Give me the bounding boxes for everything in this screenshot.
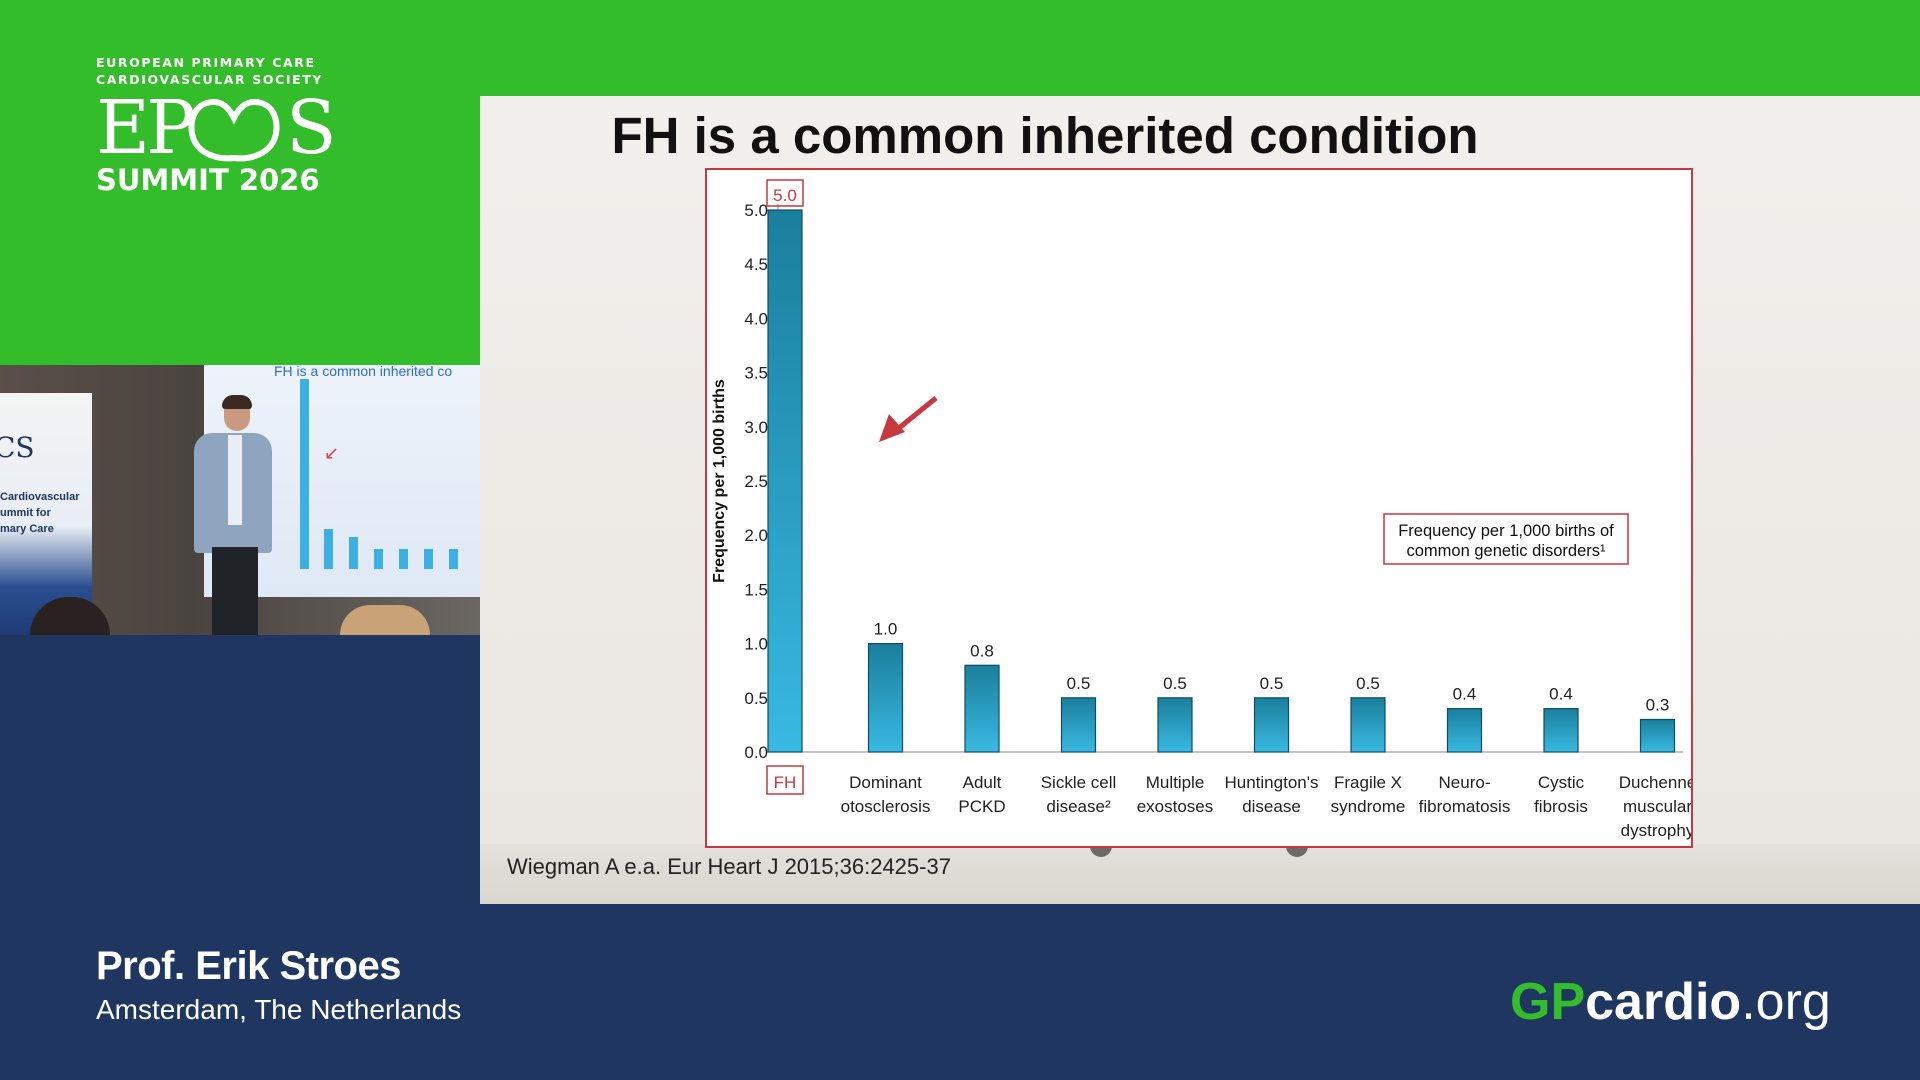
- value-label: 1.0: [874, 620, 898, 639]
- category-label: disease: [1242, 797, 1301, 816]
- bar-5: [1253, 697, 1290, 753]
- category-label: exostoses: [1137, 797, 1214, 816]
- highlight-box-value: [766, 179, 804, 207]
- branding-panel: [0, 0, 480, 365]
- value-label: 0.5: [1260, 674, 1284, 693]
- y-tick-label: 0.0: [744, 743, 768, 762]
- category-label: Duchenne: [1619, 773, 1691, 792]
- event-name: SUMMIT 2026: [96, 163, 320, 197]
- bar-6: [1350, 697, 1386, 753]
- category-label: fibromatosis: [1419, 797, 1511, 816]
- value-label: 0.8: [970, 641, 994, 660]
- projected-slide-title: FH is a common inherited co: [274, 365, 453, 379]
- value-label: 0.3: [1646, 695, 1670, 714]
- y-tick-label: 5.0: [744, 201, 768, 220]
- site-logo: GPcardio.org: [1510, 972, 1831, 1032]
- value-label: 0.5: [1067, 674, 1091, 693]
- pointer-arrow-shaft: [892, 396, 938, 434]
- site-logo-part1: GP: [1510, 973, 1586, 1031]
- category-label: Fragile X: [1334, 773, 1402, 792]
- category-label: dystrophy: [1621, 821, 1691, 840]
- category-label: disease²: [1046, 797, 1111, 816]
- bar-8: [1543, 708, 1579, 753]
- highlight-box-category: [766, 765, 804, 795]
- y-tick-label: 4.0: [744, 309, 768, 328]
- y-axis-title: Frequency per 1,000 births: [711, 379, 728, 583]
- bar-0: [767, 209, 803, 753]
- category-label: syndrome: [1331, 797, 1406, 816]
- event-logo: EUROPEAN PRIMARY CARE CARDIOVASCULAR SOC…: [96, 54, 337, 197]
- value-label: 0.4: [1453, 685, 1477, 704]
- org-name-line1: EUROPEAN PRIMARY CARE: [96, 55, 316, 70]
- bar-chart: 0.0 0.5 1.0 1.5 2.0 2.5 3.0 3.5 4.0 4.5 5.0 Frequen…: [711, 179, 1696, 840]
- category-label: Cystic: [1538, 773, 1585, 792]
- pointer-arrow-icon: [879, 414, 905, 442]
- legend-text: common genetic disorders¹: [1407, 542, 1607, 560]
- y-tick-label: 3.5: [744, 364, 768, 383]
- site-logo-part3: .org: [1741, 973, 1831, 1031]
- bar-3: [1060, 697, 1097, 753]
- y-tick-label: 3.0: [744, 418, 768, 437]
- audience-head: [340, 605, 430, 635]
- bar-9: [1639, 718, 1676, 753]
- slide-title: FH is a common inherited condition: [611, 107, 1479, 164]
- bar-2: [964, 664, 1000, 753]
- y-tick-label: 4.5: [744, 255, 768, 274]
- slide-source-citation: Wiegman A e.a. Eur Heart J 2015;36:2425-…: [507, 854, 951, 879]
- category-label: Sickle cell: [1041, 773, 1117, 792]
- bar-4: [1157, 697, 1193, 753]
- category-label: PCKD: [958, 797, 1005, 816]
- y-tick-label: 1.5: [744, 580, 768, 599]
- presenter-figure: [188, 395, 278, 635]
- category-label: Adult: [963, 773, 1002, 792]
- y-tick-label: 2.5: [744, 472, 768, 491]
- presenter-name: Prof. Erik Stroes: [96, 944, 401, 988]
- value-label: 0.4: [1549, 685, 1573, 704]
- site-logo-part2: cardio: [1585, 973, 1742, 1031]
- bar-7: [1446, 708, 1483, 753]
- org-name-line2: CARDIOVASCULAR SOCIETY: [96, 72, 324, 87]
- category-label: otosclerosis: [841, 797, 931, 816]
- y-tick-label: 1.0: [744, 635, 768, 654]
- presentation-slide: FH is a common inherited condition 0.0 0.…: [480, 96, 1920, 904]
- y-tick-label: 0.5: [744, 689, 768, 708]
- category-label: Neuro-: [1439, 773, 1491, 792]
- banner-logo: CS: [0, 431, 35, 464]
- y-tick-label: 2.0: [744, 526, 768, 545]
- category-label: Multiple: [1146, 773, 1205, 792]
- banner-text: Cardiovascular ummit for mary Care: [0, 491, 80, 535]
- event-roll-up-banner: CS Cardiovascular ummit for mary Care: [0, 393, 92, 635]
- heart-logo-icon: [188, 98, 280, 162]
- bar-1: [867, 643, 904, 753]
- category-label: Dominant: [849, 773, 922, 792]
- legend-box: [1383, 513, 1629, 565]
- value-label: 5.0: [773, 186, 797, 205]
- presenter-location: Amsterdam, The Netherlands: [96, 994, 462, 1025]
- legend-text: Frequency per 1,000 births of: [1398, 522, 1614, 540]
- speaker-camera-feed: CS Cardiovascular ummit for mary Care FH…: [0, 365, 480, 635]
- category-label: FH: [774, 773, 797, 792]
- chart-frame: 0.0 0.5 1.0 1.5 2.0 2.5 3.0 3.5 4.0 4.5 5.0 Frequen…: [705, 168, 1696, 848]
- category-label: muscular: [1623, 797, 1691, 816]
- category-label: fibrosis: [1534, 797, 1588, 816]
- category-label: Huntington's: [1225, 773, 1319, 792]
- value-label: 0.5: [1356, 674, 1380, 693]
- value-label: 0.5: [1163, 674, 1187, 693]
- epccs-logo-mark: E P S: [96, 85, 337, 171]
